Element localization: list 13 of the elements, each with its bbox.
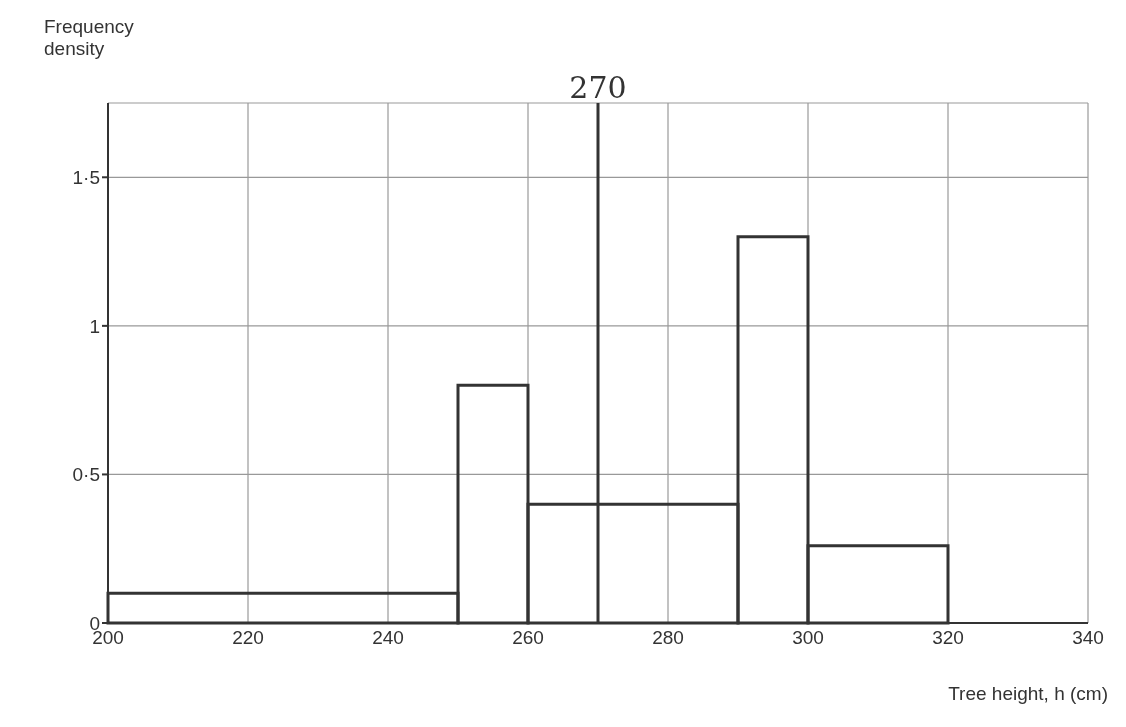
x-axis-title: Tree height, h (cm) — [948, 683, 1108, 705]
y-axis-title: Frequency density — [44, 16, 135, 60]
x-tick-label: 220 — [232, 627, 264, 649]
x-tick-label: 300 — [792, 627, 824, 649]
y-tick-label: 0·5 — [72, 464, 100, 486]
x-tick-label: 280 — [652, 627, 684, 649]
x-tick-label: 240 — [372, 627, 404, 649]
x-tick-label: 260 — [512, 627, 544, 649]
ref-line-label: 270 — [569, 70, 627, 105]
y-tick-label: 1·5 — [72, 167, 100, 189]
x-tick-label: 340 — [1072, 627, 1104, 649]
y-tick-label: 1 — [89, 315, 100, 337]
x-tick-label: 320 — [932, 627, 964, 649]
